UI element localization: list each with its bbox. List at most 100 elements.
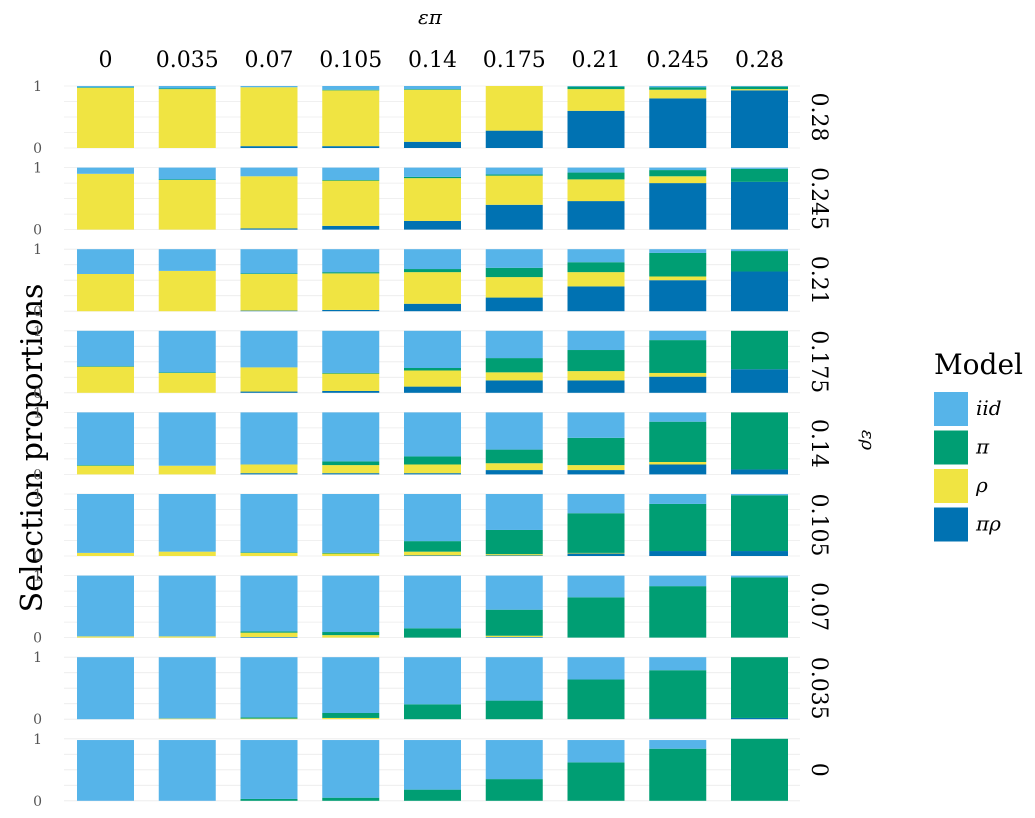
bar-segment-pirho [240,310,298,312]
bar-segment-pi [322,461,380,466]
bar-segment-rho [77,173,134,230]
bar-segment-rho [485,86,543,131]
bar-segment-iid [240,167,298,177]
bar-segment-iid [240,249,298,274]
bar-segment-pi [649,503,707,552]
bar-segment-pi [322,372,380,374]
bar-segment-iid [485,249,543,268]
bar-segment-rho [322,90,380,147]
bar-segment-rho [240,718,298,720]
bar-segment-pi [404,456,461,465]
bar-segment-iid [731,575,788,578]
panel-grid: 1 0 1 0 1 0 1 0 1 0 1 0 1 0 1 0 1 0 [33,79,800,810]
bar-segment-iid [649,249,707,253]
bar-segment-pirho [485,204,543,230]
bar-segment-rho [77,274,134,312]
bar-segment-pi [158,179,216,180]
col-label: 0 [99,48,113,73]
bar-segment-pirho [731,369,788,393]
bar-segment-iid [240,657,298,718]
bar-segment-rho [158,636,216,638]
bar-segment-iid [567,249,625,263]
bar-segment-iid [240,740,298,799]
bar-segment-iid [649,575,707,587]
bar-segment-pi [322,632,380,636]
bar-segment-pirho [485,380,543,393]
bar-segment-pi [649,252,707,277]
bar-segment-iid [240,412,298,465]
bar-segment-pi [322,713,380,718]
bar-segment-pi [404,541,461,552]
y-tick-label: 1 [33,79,42,95]
col-label: 0.21 [572,48,621,73]
bar-segment-pirho [322,309,380,312]
bar-segment-pi [731,86,788,90]
bar-segment-rho [567,371,625,381]
bar-segment-pi [240,717,298,719]
bar-segment-rho [158,89,216,148]
col-label: 0.07 [245,48,294,73]
col-labels: 0 0.035 0.07 0.105 0.14 0.175 0.21 0.245 0.28 [99,48,784,73]
bar-segment-pi [649,748,707,801]
bar-segment-rho [404,178,461,221]
bar-segment-pi [485,267,543,278]
bar-segment-rho [322,717,380,720]
bar-segment-pi [322,180,380,181]
bar-segment-rho [77,87,134,148]
bar-segment-iid [404,740,461,790]
bar-segment-pirho [649,280,707,312]
legend-swatch [934,507,968,542]
bar-segment-rho [158,180,216,230]
bar-segment-pirho [731,90,788,148]
bar-segment-pi [322,797,380,801]
y-tick-label: 0 [33,223,42,239]
y-axis-title: Selection proportions [15,284,50,613]
bar-segment-iid [77,494,134,553]
bar-segment-pi [731,657,788,718]
bar-segment-pi [567,437,625,466]
bar-segment-rho [404,464,461,474]
bar-segment-pirho [649,718,707,720]
legend: Model iid πρ πρ [934,348,1023,542]
bar-segment-pi [240,631,298,633]
bar-segment-iid [649,330,707,341]
bar-segment-iid [240,330,298,368]
bar-segment-pirho [240,146,298,148]
bar-segment-pirho [240,636,298,638]
bar-segment-iid [649,167,707,171]
bar-segment-pi [567,597,625,638]
bar-segment-pirho [240,391,298,393]
bar-segment-iid [485,575,543,610]
bar-segment-pirho [731,551,788,556]
bar-segment-pi [567,679,625,720]
bar-segment-pi [322,272,380,274]
bar-segment-iid [404,575,461,629]
bar-segment-iid [731,167,788,169]
bar-segment-pi [649,170,707,177]
bar-segment-pi [158,88,216,90]
bar-segment-pi [567,513,625,553]
bar-segment-pirho [322,146,380,148]
legend-label: ρ [975,473,988,497]
bar-segment-iid [322,249,380,273]
row-labels: 0.28 0.245 0.21 0.175 0.14 0.105 0.07 0.035 0 [806,93,831,777]
legend-swatch [934,469,968,503]
y-tick-label: 0 [33,631,42,647]
bar-segment-pi [649,421,707,462]
bar-segment-rho [485,277,543,298]
bar-segment-iid [158,167,216,180]
bar-segment-rho [567,465,625,471]
bar-segment-rho [240,274,298,311]
bar-segment-rho [404,551,461,556]
bar-segment-iid [158,86,216,89]
bar-segment-pirho [731,271,788,312]
bar-segment-iid [158,657,216,719]
bar-segment-iid [731,249,788,252]
bar-segment-rho [77,366,134,393]
bar-segment-iid [322,494,380,553]
bar-segment-iid [404,249,461,270]
y-tick-label: 1 [33,242,42,258]
bar-segment-pirho [649,464,707,475]
bar-segment-rho [567,89,625,111]
